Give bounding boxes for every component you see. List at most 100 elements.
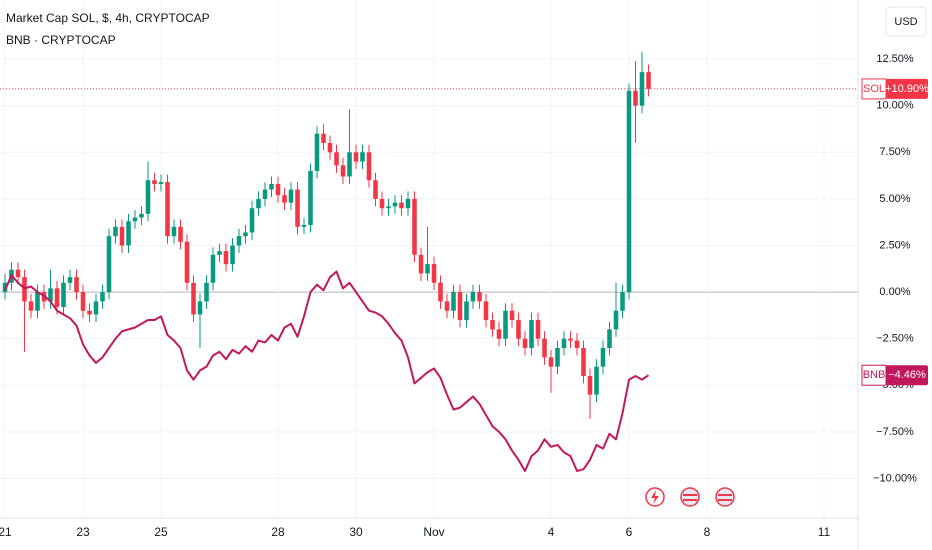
currency-button[interactable] [885,6,927,37]
candle-body [405,198,411,209]
candle-body [574,340,580,349]
candle-body [516,320,521,339]
y-tick-label: −7.50% [876,426,914,438]
candle-body [548,357,554,367]
candle-body [132,217,138,222]
event-icon[interactable] [680,487,700,507]
x-tick-label: 28 [271,525,285,539]
y-tick-label: 7.50% [879,146,910,158]
candle-body [626,90,632,293]
candle-body [210,254,216,283]
candle-body [542,338,547,358]
x-tick-label: 6 [626,525,633,539]
candle-body [607,329,612,349]
flag-stripe [683,499,697,501]
candle-body [191,282,196,315]
candle-body [321,133,326,143]
candle-body [126,221,131,246]
candle-body [262,189,268,199]
series-line [4,270,650,473]
last-value-tag [886,365,928,386]
candle-body [184,241,190,283]
candle-body [444,301,450,311]
y-tick-label: 0.00% [879,286,910,298]
candle-body [100,292,105,302]
candle-body [509,310,515,321]
candle-body [67,277,73,283]
candle-body [535,320,541,339]
x-tick-label: 30 [349,525,363,539]
last-value-label: −4.46% [888,369,926,381]
legend-name: BNB [863,369,886,381]
candle-body [373,180,378,199]
candle-body [399,202,404,209]
y-tick-label: 2.50% [879,239,910,251]
event-icon-bolt [651,490,659,504]
candle-body [418,254,424,274]
candle-body [613,310,619,330]
candle-body [561,338,567,349]
candle-body [360,152,365,162]
candle-body [230,245,235,265]
candle-body [275,183,281,196]
candle-body [496,329,502,339]
candle-body [152,180,157,184]
candle-body [93,301,99,315]
last-value-label: +10.90% [885,83,929,95]
candle-body [145,180,151,214]
candle-body [386,206,391,209]
candle-body [353,152,359,162]
candle-body [555,348,560,367]
candle-body [464,301,469,321]
candle-body [269,183,274,190]
candle-body [490,320,495,330]
candle-body [587,375,593,395]
candle-body [477,292,482,302]
y-tick-label: −2.50% [876,333,914,345]
candle-body [633,90,638,106]
candle-body [327,142,333,153]
candle-body [288,189,294,203]
x-tick-label: 8 [704,525,711,539]
candle-body [295,189,300,227]
y-tick-label: −10.00% [873,472,917,484]
event-icon[interactable] [715,487,735,507]
candle-body [412,198,417,255]
flag-stripe [718,494,732,496]
last-value-tag [886,78,928,99]
candle-body [581,348,586,376]
candle-body [139,213,144,218]
chart-title: Market Cap SOL, $, 4h, CRYPTOCAP [6,11,210,25]
candle-body [15,269,21,278]
flag-stripe [683,494,697,496]
candle-body [197,301,203,315]
candle-body [522,338,528,349]
candle-body [204,282,209,302]
candle-body [178,226,183,242]
event-icons [645,487,735,507]
candle-body [171,226,177,237]
candle-body [119,226,125,246]
x-tick-label: Nov [423,525,444,539]
candle-body [314,133,320,171]
candle-body [483,301,489,321]
candle-body [620,292,625,311]
candle-body [158,182,164,184]
candle-body [301,224,307,227]
candle-body [568,338,573,341]
candle-body [35,292,40,311]
x-tick-label: 21 [0,525,12,539]
candle-body [249,208,255,233]
candle-body [308,170,313,225]
candle-body [425,264,430,274]
candle-body [61,282,66,307]
candle-body [639,72,645,106]
candle-body [74,277,79,293]
candle-body [457,292,463,321]
candle-body [48,288,53,302]
candle-body [80,292,86,311]
candle-body [256,198,261,209]
candle-body [600,348,606,367]
